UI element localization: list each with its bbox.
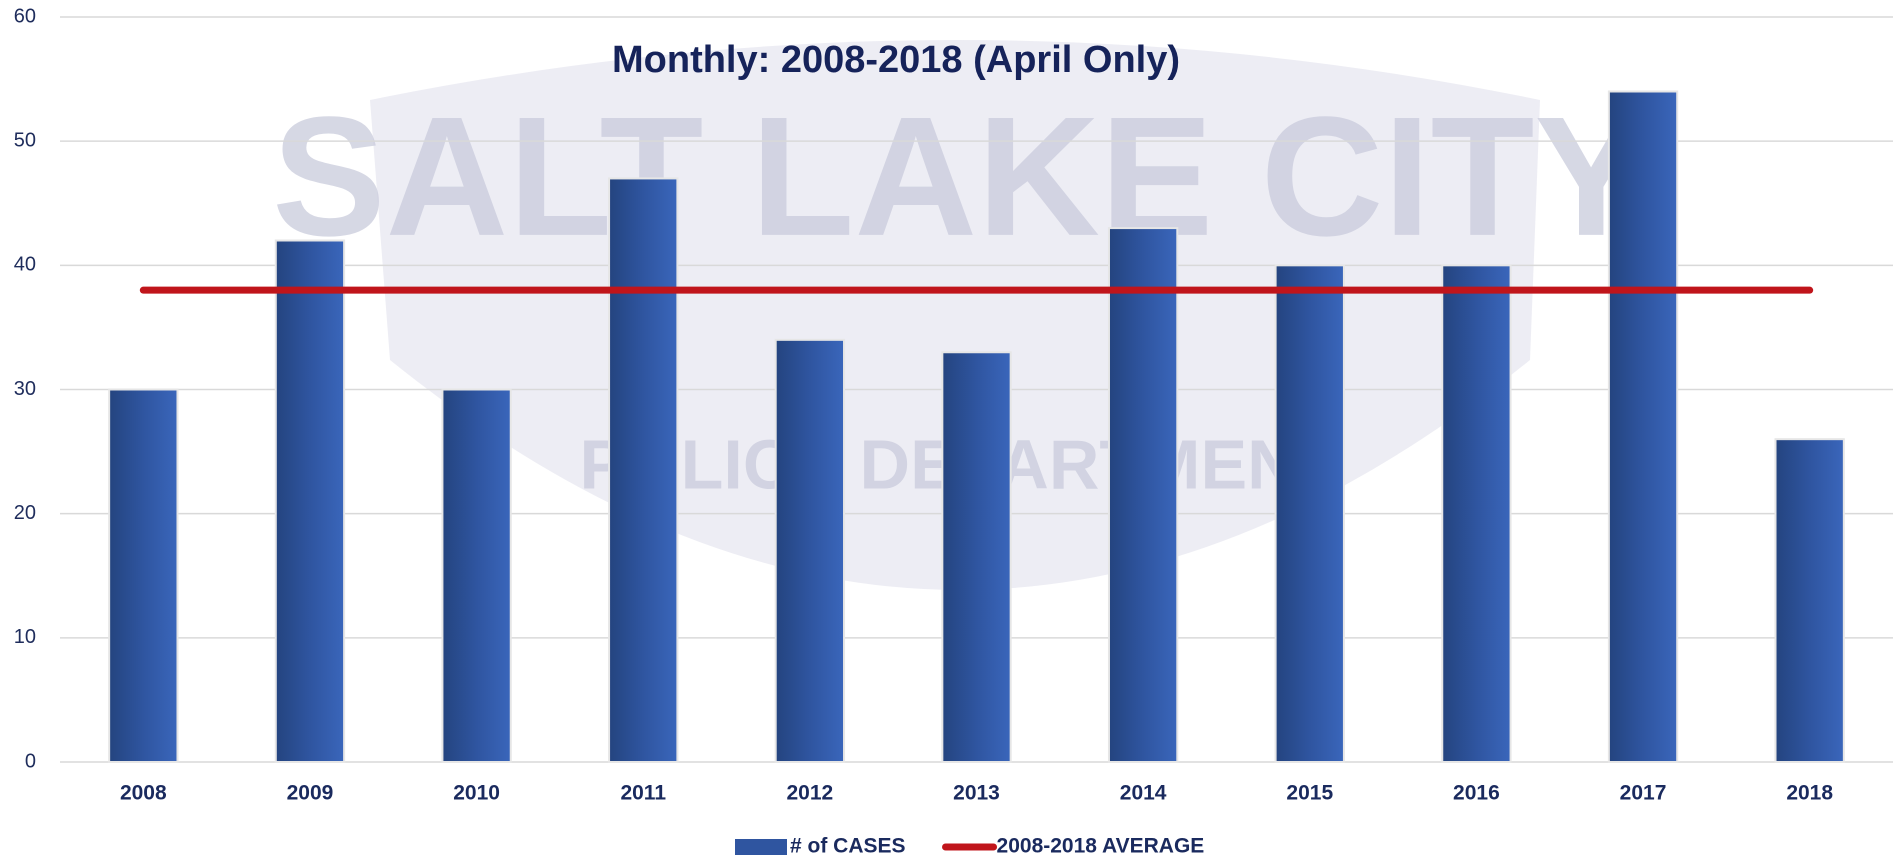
y-tick-label: 0 — [25, 750, 36, 772]
bar — [1276, 265, 1344, 762]
y-tick-label: 60 — [14, 5, 36, 27]
bar — [1609, 92, 1677, 763]
bar — [942, 352, 1010, 762]
bar — [109, 390, 177, 763]
y-tick-label: 20 — [14, 502, 36, 524]
y-tick-label: 50 — [14, 129, 36, 151]
legend-label: 2008-2018 AVERAGE — [997, 835, 1205, 858]
x-tick-label: 2018 — [1786, 782, 1833, 805]
y-tick-label: 40 — [14, 254, 36, 276]
legend-swatch — [735, 839, 787, 855]
chart: SALT LAKE CITY POLICE DEPARTMENT Monthly… — [0, 0, 1896, 858]
x-tick-label: 2014 — [1120, 782, 1167, 805]
bar — [1109, 228, 1177, 762]
x-tick-label: 2016 — [1453, 782, 1500, 805]
legend-label: # of CASES — [790, 835, 906, 858]
x-tick-label: 2015 — [1286, 782, 1333, 805]
x-tick-label: 2013 — [953, 782, 1000, 805]
x-tick-label: 2012 — [787, 782, 834, 805]
bar — [1442, 265, 1510, 762]
bar — [276, 241, 344, 763]
y-tick-label: 30 — [14, 378, 36, 400]
bar — [442, 390, 510, 763]
x-tick-label: 2008 — [120, 782, 167, 805]
x-tick-label: 2009 — [287, 782, 334, 805]
bar — [1776, 439, 1844, 762]
x-tick-label: 2017 — [1620, 782, 1667, 805]
bar — [776, 340, 844, 762]
bar — [609, 178, 677, 762]
chart-title: Monthly: 2008-2018 (April Only) — [612, 39, 1180, 81]
watermark-text: SALT LAKE CITY — [272, 82, 1648, 272]
x-tick-label: 2010 — [453, 782, 500, 805]
x-tick-label: 2011 — [620, 782, 666, 805]
y-tick-label: 10 — [14, 626, 36, 648]
page: {"chart_data": {"type": "bar", "title": … — [0, 0, 1896, 858]
